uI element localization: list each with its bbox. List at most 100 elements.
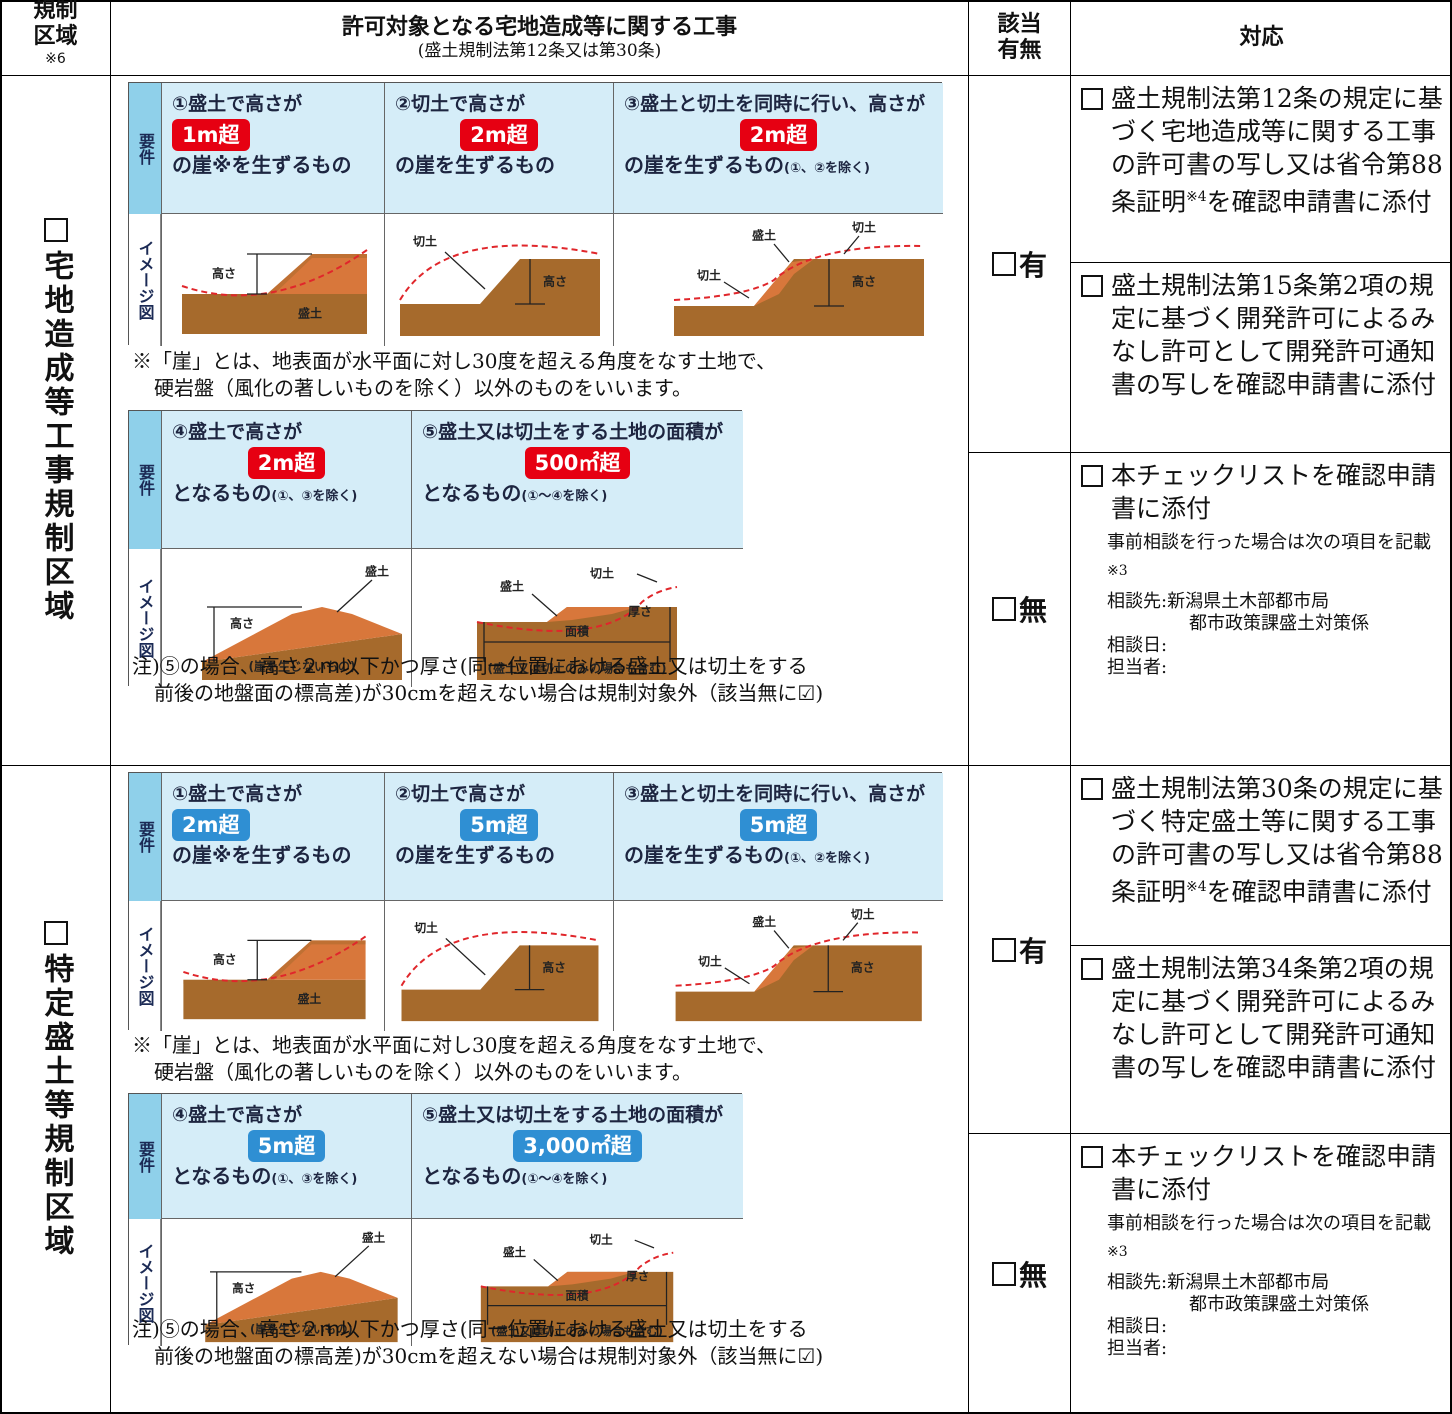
threshold-badge: 5m超 xyxy=(247,1129,326,1162)
diagram-label: 盛土 xyxy=(362,1231,386,1245)
image-cell: 切土 盛土 切土 高さ xyxy=(613,901,943,1031)
diagram-shape xyxy=(401,945,599,1022)
requirement-heading: ⑤盛土又は切土をする土地の面積が xyxy=(422,421,724,443)
requirement-note: (①～④を除く) xyxy=(521,488,608,504)
diagram-shape xyxy=(480,1271,674,1343)
diagram-label: 盛土 xyxy=(752,915,776,929)
requirement-note: (①、③を除く) xyxy=(271,488,358,504)
checkbox xyxy=(43,921,68,945)
diagram-shape xyxy=(533,1258,559,1282)
note-line: 硬岩盤（風化の著しいものを除く）以外のものをいいます。 xyxy=(154,1060,692,1084)
checkbox xyxy=(1081,958,1103,980)
image-cell: 盛土 高さ (崖を生じないもの) xyxy=(161,1219,411,1346)
requirement-note: (①～④を除く) xyxy=(521,1171,608,1187)
image-label: イメージ図 xyxy=(129,549,161,687)
requirement-cell: ③盛土と切土を同時に行い、高さが 2m超 の崖を生ずるもの(①、②を除く) xyxy=(613,83,943,214)
diagram-shape xyxy=(183,940,366,980)
consult-detail: 事前相談を行った場合は次の項目を記載※3 xyxy=(1107,532,1431,579)
diagram-shape xyxy=(183,979,366,1020)
note-line: ※「崖」とは、地表面が水平面に対し30度を超える角度をなす土地で、 xyxy=(132,1033,777,1057)
requirement-heading: ②切土で高さが xyxy=(395,93,526,115)
diagram-label: 厚さ xyxy=(628,605,652,619)
threshold-badge: 3,000㎡超 xyxy=(513,1129,642,1162)
requirement-tail: の崖を生ずるもの(①、②を除く) xyxy=(624,152,870,177)
response-text: 盛土規制法第15条第2項の規定に基づく開発許可によるみなし許可として開発許可通知… xyxy=(1111,271,1437,399)
response-item: 盛土規制法第34条第2項の規定に基づく開発許可によるみなし許可として開発許可通知… xyxy=(1070,945,1452,1134)
response-item: 盛土規制法第12条の規定に基づく宅地造成等に関する工事の許可書の写し又は省令第8… xyxy=(1070,75,1452,263)
badge-row: 500㎡超 xyxy=(422,446,733,479)
image-label: イメージ図 xyxy=(129,214,161,346)
diagram-shape xyxy=(531,593,558,617)
diagram-label: 盛土 xyxy=(365,564,389,579)
works-header: 許可対象となる宅地造成等に関する工事 (盛土規制法第12条又は第30条) xyxy=(110,0,969,76)
diagram-shape xyxy=(182,294,367,334)
image-cell: 切土 高さ xyxy=(384,901,613,1031)
diagram-shape xyxy=(674,259,924,336)
response-text: 盛土規制法第34条第2項の規定に基づく開発許可によるみなし許可として開発許可通知… xyxy=(1111,954,1437,1082)
applicable-no: 無 xyxy=(968,1133,1071,1414)
badge-row: 5m超 xyxy=(395,808,603,841)
requirement-heading: ⑤盛土又は切土をする土地の面積が xyxy=(422,1104,724,1126)
response-item: 盛土規制法第30条の規定に基づく特定盛土等に関する工事の許可書の写し又は省令第8… xyxy=(1070,765,1452,946)
diagram-shape xyxy=(181,249,368,297)
diagram-label: 高さ xyxy=(542,960,566,974)
requirement-label: 要件 xyxy=(129,411,161,549)
consult-field: 相談日: xyxy=(1107,635,1168,656)
diagram-shape xyxy=(773,930,790,949)
image-cell: 切土 高さ xyxy=(384,214,613,346)
image-cell: 切土 盛土 切土 高さ xyxy=(613,214,943,346)
badge-row: 2m超 xyxy=(624,118,933,151)
badge-row: 5m超 xyxy=(624,808,933,841)
region-name: 特定盛土等規制区域 xyxy=(38,953,74,1259)
image-cell: 盛土 切土 厚さ 面積 (盛土又は切土のみの場合も含む) xyxy=(411,1219,743,1346)
diagram-shape xyxy=(773,243,790,263)
threshold-badge: 2m超 xyxy=(247,446,326,479)
checkbox xyxy=(991,1262,1016,1286)
threshold-badge: 2m超 xyxy=(739,118,818,151)
diagram-shape xyxy=(754,259,814,306)
consult-note: ※3 xyxy=(1107,1244,1128,1260)
diagram-shape xyxy=(445,937,486,976)
diagram-shape xyxy=(400,931,599,987)
diagram-label: 切土 xyxy=(590,566,614,581)
diagram-label: 盛土 xyxy=(298,306,322,321)
note-line: 注)⑤の場合、高さ２ｍ以下かつ厚さ(同一位置における盛土又は切土をする xyxy=(132,654,808,678)
diagram-shape xyxy=(673,244,925,301)
badge-row: 2m超 xyxy=(172,808,374,841)
diagram-shape xyxy=(724,967,750,985)
threshold-badge: 5m超 xyxy=(460,808,538,841)
diagram-shape xyxy=(634,1239,655,1249)
diagram-label: (崖を生じないもの) xyxy=(249,659,356,674)
diagram-shape xyxy=(675,931,922,987)
checkbox xyxy=(43,217,68,242)
diagram-shape xyxy=(843,235,860,255)
requirement-note: (①、②を除く) xyxy=(784,160,870,176)
diagram-shape xyxy=(183,935,367,983)
checkbox xyxy=(1081,778,1103,800)
requirement-cell: ⑤盛土又は切土をする土地の面積が 3,000㎡超 となるもの(①～④を除く) xyxy=(411,1094,743,1219)
requirement-heading: ④盛土で高さが xyxy=(172,1104,303,1126)
region-cell: 宅地造成等工事規制区域 xyxy=(0,75,111,766)
diagram-label: 盛土 xyxy=(298,992,322,1006)
checkbox xyxy=(991,252,1016,276)
requirement-tail: の崖を生ずるもの xyxy=(395,842,555,867)
requirement-cell: ③盛土と切土を同時に行い、高さが 5m超 の崖を生ずるもの(①、②を除く) xyxy=(613,773,943,901)
diagram-shape xyxy=(480,1251,674,1296)
consult-field: 相談先:新潟県土木部都市局 xyxy=(1107,1272,1330,1293)
header-text: 対応 xyxy=(1239,24,1284,50)
response-text: 盛土規制法第12条の規定に基づく宅地造成等に関する工事の許可書の写し又は省令第8… xyxy=(1111,84,1443,217)
diagram-label: 切土 xyxy=(852,220,876,235)
region-name: 宅地造成等工事規制区域 xyxy=(38,249,74,624)
diagram-label: 盛土 xyxy=(500,579,524,594)
badge-row: 3,000㎡超 xyxy=(422,1129,733,1162)
diagram-label: 切土 xyxy=(698,955,722,969)
diagram-label: 高さ xyxy=(851,960,875,974)
requirement-cell: ①盛土で高さが 2m超 の崖※を生ずるもの xyxy=(161,773,384,901)
diagram-shape xyxy=(399,244,601,301)
